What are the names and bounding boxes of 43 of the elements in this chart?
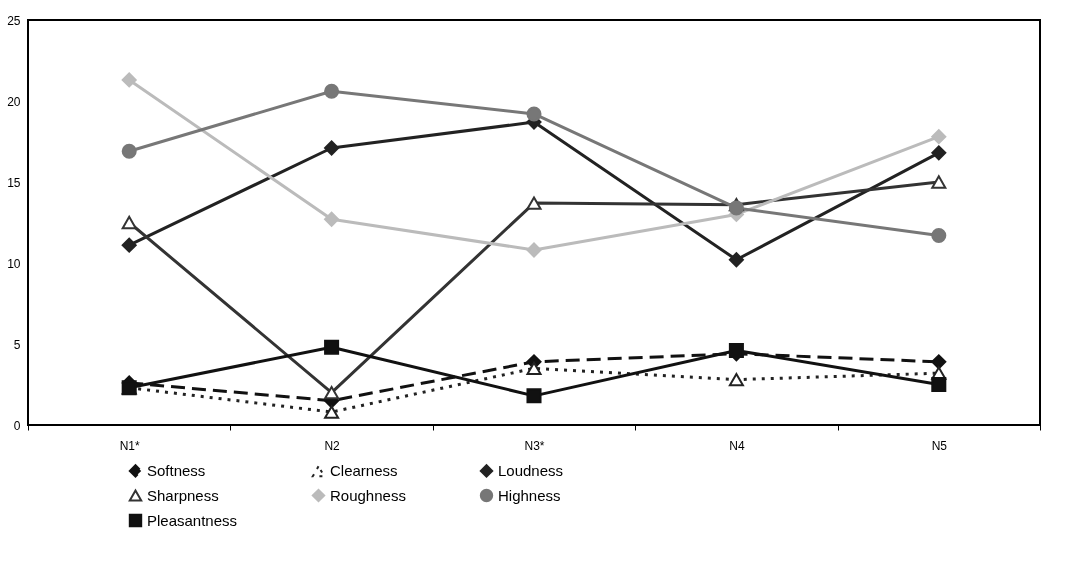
point	[526, 388, 542, 404]
point	[931, 354, 947, 370]
y-tick-label: 15	[7, 175, 21, 190]
legend-label: Softness	[147, 461, 206, 479]
y-tick-label: 20	[7, 94, 21, 109]
point	[931, 175, 947, 189]
legend-label: Roughness	[330, 486, 406, 504]
y-tick-label: 0	[13, 418, 21, 433]
x-tick-label: N4	[729, 438, 745, 453]
point	[526, 106, 542, 122]
x-tick-label: N1*	[119, 438, 141, 453]
x-tick-label: N2	[324, 438, 341, 453]
point	[931, 145, 947, 161]
point	[526, 361, 542, 375]
legend-label: Clearness	[330, 462, 398, 480]
y-tick-label: 10	[7, 256, 21, 271]
legend-label: Sharpness	[147, 486, 219, 504]
point	[121, 143, 137, 159]
x-tick-label: N5	[931, 438, 948, 453]
point	[728, 200, 744, 216]
y-tick-label: 25	[7, 13, 21, 28]
legend-label: Loudness	[498, 461, 564, 479]
point	[931, 227, 947, 243]
point	[728, 372, 744, 387]
point	[728, 252, 744, 268]
point	[324, 385, 340, 400]
point	[931, 376, 947, 393]
point	[324, 83, 340, 99]
point	[526, 242, 542, 258]
point	[324, 339, 340, 355]
point	[121, 237, 137, 253]
legend-label: Pleasantness	[147, 511, 238, 529]
point	[324, 405, 340, 419]
y-tick-label: 5	[13, 337, 21, 352]
point	[324, 140, 340, 156]
point	[728, 342, 744, 358]
point	[121, 215, 137, 230]
point	[324, 211, 340, 227]
point	[931, 129, 947, 145]
point	[121, 72, 137, 88]
x-tick-label: N3*	[524, 438, 545, 453]
point	[526, 196, 542, 210]
legend-label: Highness	[498, 486, 561, 504]
